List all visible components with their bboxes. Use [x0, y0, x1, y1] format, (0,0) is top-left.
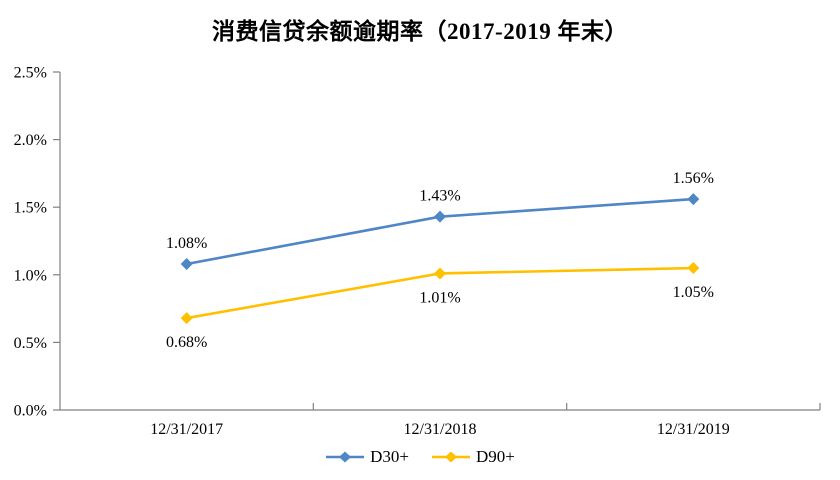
data-label-d90+: 0.68%: [166, 334, 207, 351]
legend-item-d30+: D30+: [325, 447, 409, 467]
marker-diamond-icon: [434, 210, 446, 223]
marker-diamond-icon: [687, 262, 700, 275]
y-axis-label: 0.0%: [14, 403, 47, 420]
marker-diamond-icon: [687, 193, 700, 206]
y-axis-label: 1.0%: [14, 267, 47, 284]
x-axis-label: 12/31/2019: [657, 421, 730, 438]
y-axis-label: 0.5%: [14, 335, 47, 352]
x-axis-label: 12/31/2018: [404, 421, 477, 438]
data-label-d30+: 1.08%: [166, 235, 207, 252]
y-axis-label: 2.5%: [14, 65, 47, 82]
y-axis-label: 1.5%: [14, 200, 47, 217]
series-line-d30+: [186, 197, 694, 266]
legend-line-diamond-icon: [432, 451, 470, 463]
marker-diamond-icon: [434, 267, 446, 280]
legend-label: D30+: [370, 447, 409, 466]
data-label-d30+: 1.56%: [673, 170, 714, 187]
legend: D30+ D90+: [0, 447, 840, 467]
data-label-d90+: 1.01%: [419, 289, 460, 306]
legend-line-diamond-icon: [326, 451, 365, 463]
legend-label: D90+: [476, 447, 515, 466]
x-axis-label: 12/31/2017: [150, 421, 223, 438]
data-label-d90+: 1.05%: [673, 284, 714, 301]
data-label-d30+: 1.43%: [419, 188, 460, 205]
marker-diamond-icon: [180, 257, 193, 270]
legend-item-d90+: D90+: [431, 447, 515, 467]
marker-diamond-icon: [180, 312, 193, 325]
y-axis-label: 2.0%: [14, 132, 47, 149]
chart-title: 消费信贷余额逾期率（2017-2019 年末）: [212, 19, 628, 44]
